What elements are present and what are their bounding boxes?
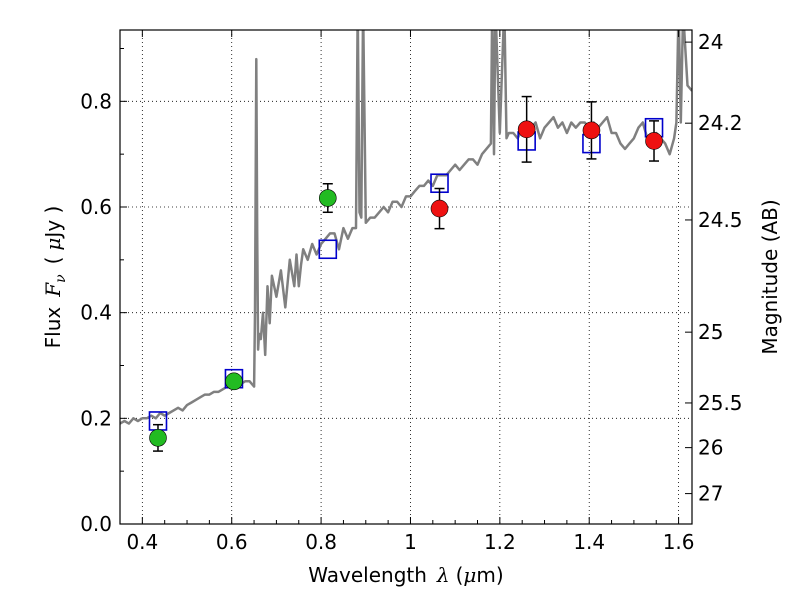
y-axis-label-mu: μ (41, 238, 65, 251)
y-ticks: 0.0 0.2 0.4 0.6 0.8 (80, 47, 127, 536)
right-tick-label: 25 (698, 320, 723, 344)
right-ticks: 24 24.2 24.5 25 25.5 26 27 (685, 30, 743, 506)
y-axis-label-unit: Jy ) (41, 206, 65, 240)
right-tick-label: 24.5 (698, 208, 743, 232)
x-tick-label: 1.4 (573, 530, 605, 554)
x-tick-label: 0.4 (126, 530, 158, 554)
photometry-point (517, 120, 536, 139)
x-tick-label: 1.2 (484, 530, 516, 554)
x-tick-label: 0.6 (216, 530, 248, 554)
x-ticks: 0.4 0.6 0.8 1 1.2 1.4 1.6 (119, 30, 695, 554)
photometry-point (645, 132, 663, 150)
y-axis-label-open: ( (41, 257, 65, 265)
right-axis-label: Magnitude (AB) (758, 199, 782, 354)
photometry-point (582, 121, 601, 140)
y-tick-label: 0.0 (80, 512, 112, 536)
x-tick-label: 1.6 (663, 530, 695, 554)
right-tick-label: 24 (698, 30, 723, 54)
axes-frame (119, 29, 693, 525)
x-tick-label: 0.8 (305, 530, 337, 554)
x-tick-label: 1 (404, 530, 417, 554)
right-tick-label: 24.2 (698, 111, 743, 135)
y-axis-label-symbol: F (41, 282, 65, 298)
y-tick-label: 0.6 (80, 195, 112, 219)
y-tick-label: 0.4 (80, 301, 112, 325)
data-points (148, 95, 664, 452)
y-axis-label-subscript: ν (53, 274, 69, 283)
y-tick-label: 0.8 (80, 89, 112, 113)
y-axis-label: Flux Fν ( μJy ) (41, 206, 69, 349)
y-axis-label-text: Flux (41, 307, 65, 349)
right-tick-label: 25.5 (698, 391, 743, 415)
photometry-point (318, 189, 337, 207)
x-axis-label-text: Wavelength (308, 563, 427, 587)
photometry-point (430, 199, 449, 218)
y-tick-label: 0.2 (80, 406, 112, 430)
x-axis-label: Wavelength λ (μm) (308, 563, 503, 587)
model-flux-square (318, 239, 338, 260)
photometry-point (225, 372, 243, 391)
x-axis-label-symbol: λ (436, 563, 450, 587)
right-tick-label: 27 (698, 482, 723, 506)
right-tick-label: 26 (698, 436, 723, 460)
photometry-point (149, 429, 167, 447)
x-axis-label-mu: μ (463, 563, 476, 587)
x-axis-label-open: ( (456, 563, 464, 587)
x-axis-label-unit: m) (476, 563, 503, 587)
